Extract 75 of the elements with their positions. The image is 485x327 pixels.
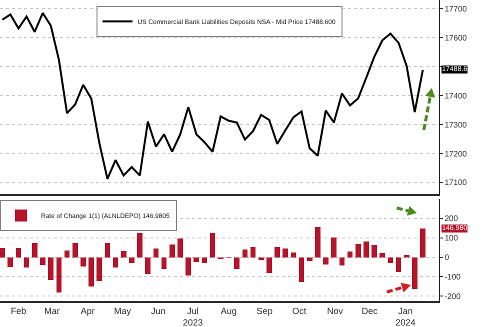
bar [161,257,167,269]
bar [194,257,200,262]
bar [178,238,183,258]
x-tick-label: Oct [292,306,307,316]
y-tick-label: 17100 [444,178,468,188]
bar [48,257,54,280]
bar [0,248,5,258]
x-tick-label: Apr [80,306,95,316]
x-tick-label: Nov [327,306,344,316]
bar [169,244,175,258]
bar [315,226,320,258]
bar [120,250,126,258]
bar [32,243,38,258]
bar [16,248,22,258]
bar [137,233,142,258]
bar [266,257,272,274]
bar [242,250,248,258]
y-tick-label: 17600 [444,33,468,42]
bar [331,238,337,258]
y-tick-label: 200 [444,214,458,224]
bar [380,252,386,258]
bar [145,257,151,274]
bar [64,250,70,258]
bar [104,243,110,258]
x-tick-label: Sep [256,306,273,316]
bar [24,257,30,268]
bar [96,257,102,281]
bar [372,244,377,258]
x-tick-label: Dec [362,306,378,316]
bar [364,242,369,258]
bar [40,257,46,265]
bar [153,248,159,258]
x-tick-label: Jul 2023 [182,306,203,327]
bar [258,257,264,260]
x-tick-label: Mar [44,306,60,316]
bar [56,257,62,292]
bar [72,243,78,258]
bar [404,254,410,258]
bar [80,257,86,266]
bar [88,257,94,287]
y-tick-label: -100 [444,272,462,282]
y-tick-label: 100 [444,234,458,243]
y-tick-label: 17400 [444,91,468,100]
x-tick-label: Jan 2024 [395,306,416,327]
bar [202,257,208,263]
bar [210,233,216,258]
bar [412,257,418,289]
bar [129,257,134,263]
bar [355,244,361,258]
y-tick-label: 17200 [444,149,468,158]
bar [396,257,402,272]
line-series [1,12,424,180]
y-tick-label: -200 [444,292,462,301]
x-tick-label: Jun [151,306,166,316]
bar [112,257,118,268]
y-tick-label: 0 [444,253,450,262]
bar [186,257,191,276]
bar [420,228,426,258]
bar [274,246,280,258]
x-tick-label: Aug [220,306,237,316]
bar [234,257,240,269]
y-tick-label: 17700 [444,4,468,14]
bar [282,248,288,258]
bar [323,257,328,264]
bar [250,246,256,258]
bar [290,252,296,258]
x-tick-label: May [114,306,132,316]
bar [306,257,312,261]
bar [8,257,14,267]
bar [388,257,394,263]
bar [347,252,353,258]
bar [339,257,345,266]
bar [298,257,304,282]
y-tick-label: 17300 [444,120,468,130]
x-tick-label: Feb [10,306,26,316]
